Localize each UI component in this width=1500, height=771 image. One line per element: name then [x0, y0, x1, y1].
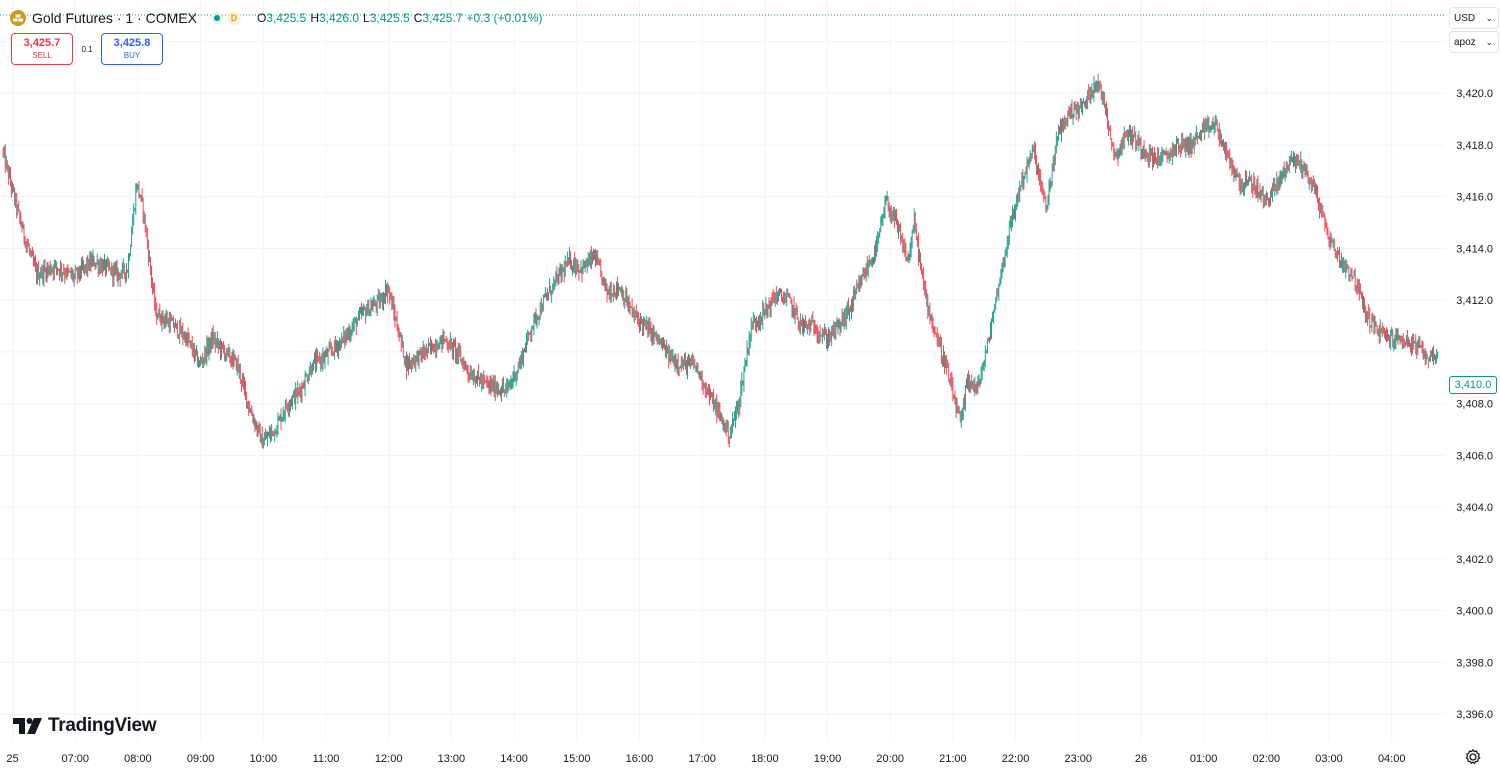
x-tick-label: 08:00 — [124, 753, 152, 765]
x-tick-label: 21:00 — [939, 753, 967, 765]
gold-bars-icon — [10, 10, 26, 26]
x-tick-label: 23:00 — [1064, 753, 1092, 765]
x-tick-label: 18:00 — [751, 753, 779, 765]
tradingview-logo[interactable]: TradingView — [13, 713, 157, 739]
x-tick-label: 11:00 — [313, 753, 340, 765]
x-tick-label: 13:00 — [438, 753, 466, 765]
x-tick-label: 03:00 — [1315, 753, 1343, 765]
y-tick-label: 3,402.0 — [1456, 554, 1493, 566]
ohlc-values: O 3,425.5 H 3,426.0 L 3,425.5 C 3,425.7 +0.3… — [257, 11, 547, 25]
low-label: L — [363, 11, 370, 25]
sell-price: 3,425.7 — [23, 37, 61, 50]
high-value: 3,426.0 — [319, 11, 360, 25]
unit-label: apoz — [1454, 36, 1476, 48]
x-tick-label: 22:00 — [1002, 753, 1030, 765]
trade-panel: 3,425.7 SELL 0.1 3,425.8 BUY — [11, 33, 163, 65]
sell-label: SELL — [32, 50, 52, 60]
y-tick-label: 3,396.0 — [1456, 709, 1493, 721]
change-value: +0.3 (+0.01%) — [466, 11, 543, 25]
y-tick-label: 3,416.0 — [1456, 192, 1493, 204]
low-value: 3,425.5 — [369, 11, 410, 25]
currency-dropdown[interactable]: USD ⌄ — [1449, 7, 1499, 29]
x-tick-label: 01:00 — [1190, 753, 1218, 765]
gear-icon[interactable] — [1464, 748, 1482, 766]
open-value: 3,425.5 — [266, 11, 307, 25]
y-tick-label: 3,398.0 — [1456, 657, 1493, 669]
x-tick-label: 02:00 — [1253, 753, 1281, 765]
logo-wordmark: TradingView — [48, 715, 157, 736]
x-tick-label: 07:00 — [61, 753, 89, 765]
y-tick-label: 3,400.0 — [1456, 606, 1493, 618]
sell-button[interactable]: 3,425.7 SELL — [11, 33, 73, 65]
y-tick-label: 3,414.0 — [1456, 243, 1493, 255]
y-tick-label: 3,420.0 — [1456, 88, 1493, 100]
x-tick-label: 15:00 — [563, 753, 591, 765]
close-label: C — [413, 11, 423, 25]
x-tick-label: 14:00 — [500, 753, 528, 765]
x-tick-label: 12:00 — [375, 753, 403, 765]
buy-button[interactable]: 3,425.8 BUY — [101, 33, 163, 65]
market-open-dot-icon[interactable] — [210, 12, 223, 24]
last-price-label: 3,410.0 — [1449, 376, 1497, 394]
symbol-legend: Gold Futures · 1 · COMEX D O 3,425.5 H 3,4… — [10, 8, 547, 28]
x-tick-label: 19:00 — [814, 753, 842, 765]
y-tick-label: 3,408.0 — [1456, 399, 1493, 411]
x-tick-label: 09:00 — [187, 753, 215, 765]
x-tick-label: 17:00 — [688, 753, 716, 765]
currency-label: USD — [1454, 12, 1476, 24]
spread-value: 0.1 — [81, 44, 93, 54]
unit-dropdown[interactable]: apoz ⌄ — [1449, 31, 1499, 53]
delayed-data-badge[interactable]: D — [226, 11, 241, 25]
x-tick-label: 20:00 — [876, 753, 904, 765]
symbol-title[interactable]: Gold Futures · 1 · COMEX — [32, 10, 197, 26]
chevron-down-icon: ⌄ — [1485, 12, 1493, 23]
chevron-down-icon: ⌄ — [1485, 36, 1493, 47]
y-tick-label: 3,404.0 — [1456, 502, 1493, 514]
x-tick-label: 16:00 — [626, 753, 654, 765]
open-label: O — [256, 11, 267, 25]
y-tick-label: 3,406.0 — [1456, 450, 1493, 462]
close-value: 3,425.7 — [422, 11, 463, 25]
x-tick-label: 26 — [1135, 753, 1147, 765]
x-tick-label: 10:00 — [250, 753, 278, 765]
y-tick-label: 3,412.0 — [1456, 295, 1493, 307]
x-tick-label: 25 — [6, 753, 18, 765]
high-label: H — [310, 11, 319, 25]
tradingview-logo-icon — [13, 718, 42, 734]
buy-price: 3,425.8 — [113, 37, 151, 50]
x-tick-label: 04:00 — [1378, 753, 1406, 765]
buy-label: BUY — [123, 50, 141, 60]
y-tick-label: 3,418.0 — [1456, 140, 1493, 152]
